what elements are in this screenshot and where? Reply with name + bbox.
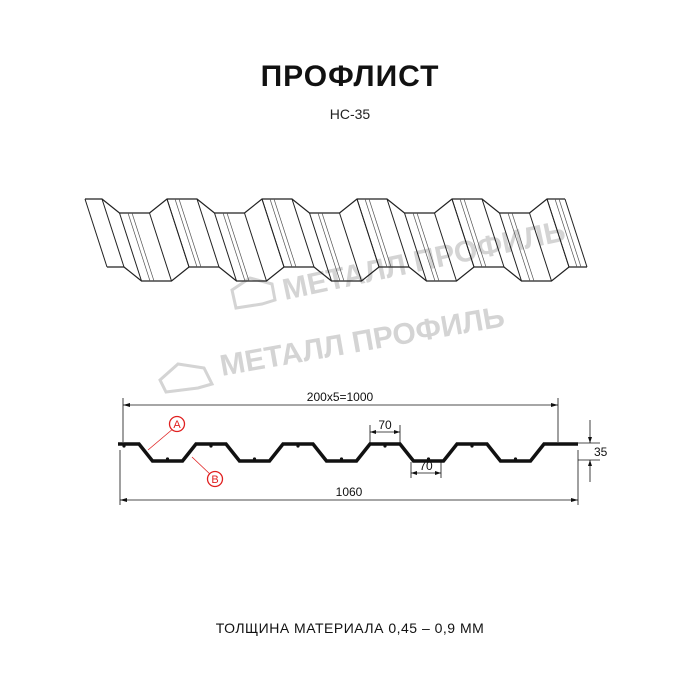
iso-rib-line (222, 212, 246, 282)
iso-fold-line (261, 198, 285, 268)
iso-fold-line (564, 198, 588, 268)
dim-working-width: 200x5=1000 (307, 390, 374, 404)
profile-outline (118, 442, 578, 463)
iso-rib-line (321, 212, 345, 282)
cross-section-profile (118, 442, 578, 463)
iso-rib-line (412, 212, 436, 282)
watermark-text-2: МЕТАЛЛ ПРОФИЛЬ (217, 300, 507, 383)
bottom-rib (513, 457, 518, 461)
material-thickness: ТОЛЩИНА МАТЕРИАЛА 0,45 – 0,9 ММ (215, 620, 485, 636)
profile-model: НС-35 (329, 106, 371, 122)
top-rib (122, 444, 126, 448)
iso-rib-line (368, 198, 392, 268)
iso-fold-line (481, 198, 505, 268)
bottom-rib (165, 457, 170, 461)
dim-bottom-flange: 70 (419, 459, 433, 473)
iso-fold-line (166, 198, 190, 268)
iso-rib-line (554, 198, 578, 268)
isometric-sheet-view (84, 198, 588, 282)
dimension-arrows (120, 403, 592, 502)
iso-fold-line (309, 212, 332, 282)
iso-rib-line (178, 198, 202, 268)
bottom-rib (339, 457, 344, 461)
iso-rib-line (273, 198, 297, 268)
iso-fold-line (84, 198, 108, 268)
iso-rib-line (507, 212, 531, 282)
bottom-rib (252, 457, 257, 461)
iso-fold-line (386, 198, 410, 268)
iso-fold-line (291, 198, 315, 268)
bottom-rib (426, 457, 431, 461)
iso-fold-line (529, 212, 552, 282)
marker-a-label: A (173, 419, 181, 431)
iso-rib-line (131, 212, 155, 282)
iso-rib-line (364, 198, 388, 268)
dim-top-flange: 70 (378, 418, 392, 432)
marker-b-label: B (211, 474, 218, 486)
iso-rib-line (463, 198, 487, 268)
iso-rib-line (127, 212, 151, 282)
iso-top-edge (85, 198, 565, 214)
iso-rib-line (317, 212, 341, 282)
iso-fold-line (499, 212, 522, 282)
page-title: ПРОФЛИСТ (260, 60, 440, 93)
iso-fold-line (339, 212, 362, 282)
iso-rib-line (269, 198, 293, 268)
iso-fold-line (434, 212, 457, 282)
iso-fold-line (119, 212, 142, 282)
iso-fold-line (149, 212, 172, 282)
iso-fold-line (404, 212, 427, 282)
iso-fold-line (101, 198, 125, 268)
dim-height: 35 (594, 445, 608, 459)
iso-fold-line (214, 212, 237, 282)
top-rib (383, 444, 387, 448)
top-rib (470, 444, 474, 448)
marker-a: A (147, 415, 186, 451)
iso-fold-line (244, 212, 267, 282)
iso-bottom-edge (107, 266, 587, 282)
iso-rib-line (416, 212, 440, 282)
dim-total-width: 1060 (336, 485, 363, 499)
top-rib (296, 444, 300, 448)
watermark-logo-bottom: МЕТАЛЛ ПРОФИЛЬ (158, 300, 507, 394)
iso-fold-line (356, 198, 380, 268)
iso-rib-line (174, 198, 198, 268)
iso-rib-line (459, 198, 483, 268)
iso-rib-line (511, 212, 535, 282)
iso-fold-line (451, 198, 475, 268)
iso-fold-line (546, 198, 570, 268)
top-rib (209, 444, 213, 448)
iso-fold-line (196, 198, 220, 268)
marker-b: B (191, 456, 224, 488)
iso-rib-line (226, 212, 250, 282)
iso-rib-line (558, 198, 582, 268)
